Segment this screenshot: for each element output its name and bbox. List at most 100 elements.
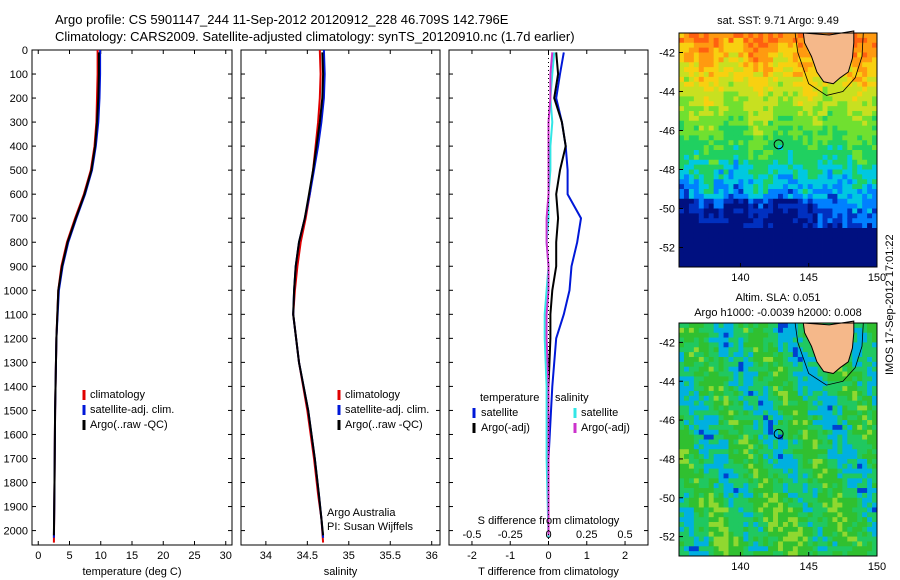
map-cell <box>832 468 838 474</box>
map-cell <box>807 531 814 537</box>
map-cell <box>723 444 729 450</box>
map-cell <box>827 242 833 248</box>
map-cell <box>792 91 799 97</box>
map-cell <box>713 257 719 263</box>
map-cell <box>773 390 779 397</box>
map-cell <box>728 47 734 53</box>
map-cell <box>807 424 814 431</box>
map-cell <box>857 332 863 338</box>
map-cell <box>857 546 863 552</box>
y-tick-label: 1400 <box>4 381 28 393</box>
map-cell <box>867 400 873 406</box>
map-cell <box>683 488 690 494</box>
map-cell <box>782 140 789 146</box>
map-cell <box>852 458 858 465</box>
map-cell <box>837 468 843 474</box>
map-cell <box>718 247 724 253</box>
map-cell <box>867 179 873 185</box>
map-cell <box>847 371 853 377</box>
map-cell <box>837 381 843 387</box>
map-cell <box>743 115 749 122</box>
map-cell <box>812 145 818 151</box>
map-cell <box>867 342 873 348</box>
map-cell <box>768 91 774 97</box>
map-cell <box>852 232 858 239</box>
map-cell <box>797 492 804 499</box>
map-cell <box>822 101 828 107</box>
map-cell <box>688 361 695 368</box>
legend-label: Argo(..raw -QC) <box>90 419 168 431</box>
map-cell <box>688 551 695 557</box>
map-cell <box>782 150 789 156</box>
map-cell <box>867 42 873 49</box>
map-cell <box>792 169 799 175</box>
map-cell <box>857 86 863 92</box>
map-cell <box>857 410 863 416</box>
map-cell <box>797 179 804 185</box>
map-cell <box>748 536 754 542</box>
map-cell <box>718 106 724 112</box>
map-cell <box>822 154 828 161</box>
map-cell <box>688 164 695 170</box>
map-cell <box>723 356 729 363</box>
map-cell <box>743 198 749 205</box>
map-cell <box>852 468 858 474</box>
map-cell <box>693 198 700 205</box>
y-tick-label: 1300 <box>4 357 28 369</box>
map-cell <box>743 381 749 387</box>
map-cell <box>728 72 734 78</box>
map-cell <box>723 323 729 329</box>
legend-label: satellite <box>481 407 518 419</box>
map-cell <box>708 91 715 97</box>
map-cell <box>753 62 759 68</box>
map-cell <box>792 541 799 547</box>
map-cell <box>698 164 705 170</box>
map-cell <box>713 145 719 151</box>
map-cell <box>718 444 724 450</box>
map-cell <box>708 67 715 73</box>
map-cell <box>832 203 838 209</box>
map-cell <box>822 242 828 248</box>
map-cell <box>847 361 853 368</box>
map-cell <box>807 410 814 416</box>
map-cell <box>713 497 719 503</box>
map-cell <box>787 352 794 358</box>
map-cell <box>787 257 794 263</box>
map-cell <box>758 415 764 421</box>
map-cell <box>679 52 685 58</box>
map-cell <box>713 390 719 397</box>
map-cell <box>812 395 818 402</box>
map-cell <box>698 356 705 363</box>
map-cell <box>693 376 700 382</box>
map-cell <box>698 223 705 229</box>
y-tick-label: -50 <box>659 204 675 216</box>
map-cell <box>862 352 868 358</box>
map-cell <box>713 159 719 166</box>
map-cell <box>842 522 848 528</box>
map-cell <box>743 463 749 470</box>
map-cell <box>743 193 749 200</box>
map-cell <box>862 72 868 78</box>
map-cell <box>743 57 749 63</box>
map-cell <box>683 72 690 78</box>
map-cell <box>802 223 809 229</box>
map-cell <box>718 223 724 229</box>
map-cell <box>713 488 719 494</box>
map-cell <box>782 203 789 209</box>
map-cell <box>792 223 799 229</box>
map-cell <box>787 86 794 92</box>
map-cell <box>807 400 814 406</box>
map-cell <box>703 252 710 258</box>
map-cell <box>837 458 843 465</box>
map-cell <box>748 502 754 508</box>
map-cell <box>867 33 873 39</box>
map-cell <box>758 444 764 450</box>
map-cell <box>703 395 710 402</box>
map-cell <box>743 400 749 406</box>
map-cell <box>857 492 863 499</box>
map-cell <box>708 159 715 166</box>
map-cell <box>837 531 843 537</box>
map-cell <box>688 434 695 440</box>
map-cell <box>832 478 838 484</box>
map-cell <box>797 91 804 97</box>
